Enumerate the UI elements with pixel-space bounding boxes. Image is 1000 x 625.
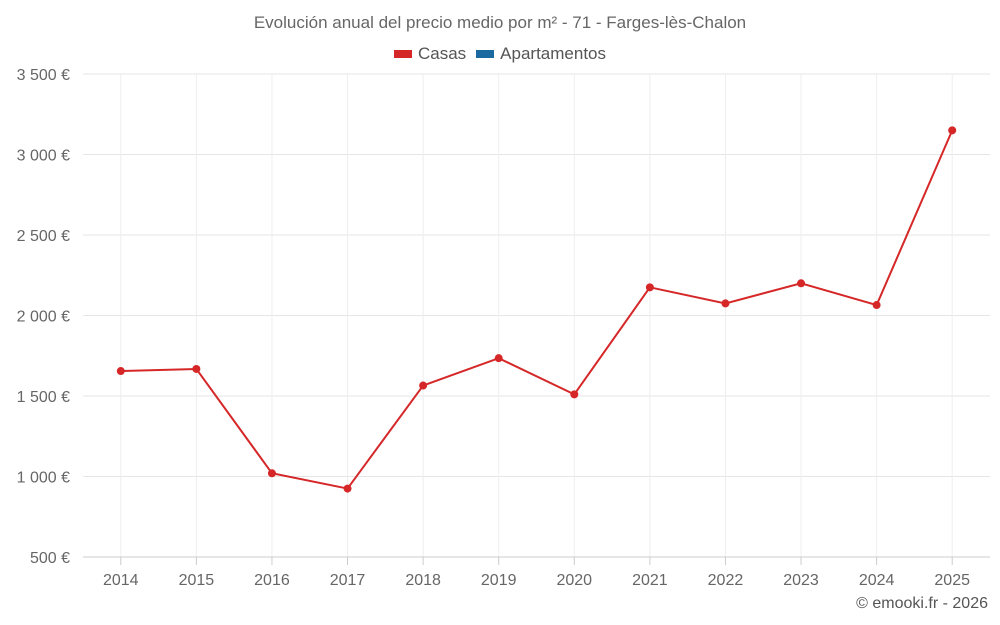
legend-label-apartamentos: Apartamentos <box>500 44 607 63</box>
x-tick-label: 2014 <box>103 572 139 589</box>
data-point-casas <box>570 390 579 399</box>
legend-label-casas: Casas <box>417 44 467 63</box>
x-tick-label: 2017 <box>330 572 366 589</box>
x-tick-label: 2015 <box>179 572 215 589</box>
y-tick-label: 2 000 € <box>17 309 70 326</box>
x-tick-label: 2023 <box>783 572 819 589</box>
x-tick-label: 2025 <box>934 572 970 589</box>
data-point-casas <box>948 126 957 135</box>
x-tick-label: 2021 <box>632 572 668 589</box>
y-tick-label: 3 000 € <box>17 148 70 165</box>
data-point-casas <box>419 381 428 390</box>
legend-item-casas[interactable]: Casas <box>393 44 467 64</box>
y-tick-label: 1 500 € <box>17 389 70 406</box>
legend: Casas Apartamentos <box>0 44 1000 64</box>
series-line-casas <box>120 129 954 490</box>
x-tick-label: 2016 <box>254 572 290 589</box>
data-point-casas <box>797 279 806 288</box>
x-tick-label: 2018 <box>405 572 441 589</box>
legend-swatch-casas <box>393 50 412 58</box>
data-point-casas <box>645 283 654 292</box>
x-tick-label: 2020 <box>556 572 592 589</box>
legend-swatch-apartamentos <box>476 50 495 58</box>
data-point-casas <box>872 301 881 310</box>
y-tick-label: 500 € <box>30 550 70 567</box>
data-point-casas <box>116 367 125 376</box>
data-point-casas <box>721 299 730 308</box>
data-point-casas <box>192 364 201 373</box>
legend-item-apartamentos[interactable]: Apartamentos <box>476 44 606 64</box>
chart-title: Evolución anual del precio medio por m² … <box>253 13 747 32</box>
x-tick-label: 2022 <box>708 572 744 589</box>
x-tick-label: 2024 <box>859 572 895 589</box>
data-point-casas <box>267 469 276 478</box>
x-tick-label: 2019 <box>481 572 517 589</box>
credit-text: © emooki.fr - 2026 <box>856 595 988 612</box>
data-point-casas <box>343 484 352 493</box>
y-tick-label: 2 500 € <box>17 228 70 245</box>
data-point-casas <box>494 354 503 363</box>
y-tick-label: 1 000 € <box>17 470 70 487</box>
y-tick-label: 3 500 € <box>17 67 70 84</box>
